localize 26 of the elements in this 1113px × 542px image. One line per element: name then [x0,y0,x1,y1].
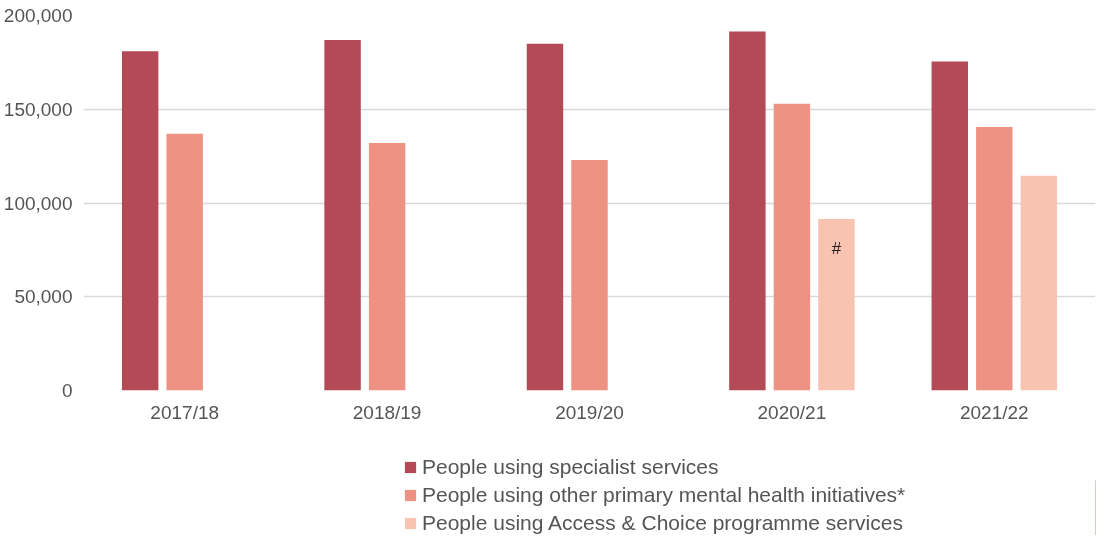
annotation: # [831,238,842,258]
y-tick-label: 0 [61,380,73,401]
bar [729,31,766,391]
x-tick-label: 2020/21 [757,401,827,423]
bar [571,159,608,391]
x-tick-label: 2019/20 [555,401,624,423]
y-tick-label: 100,000 [3,192,73,214]
bar [368,143,406,391]
legend-label: People using other primary mental health initiatives* [422,483,906,507]
bar [166,133,203,391]
bar [1020,175,1058,391]
y-tick-label: 50,000 [14,286,73,308]
x-tick-label: 2017/18 [150,401,220,423]
x-tick-label: 2021/22 [959,401,1029,423]
bar [121,51,159,391]
y-tick-label: 200,000 [3,5,73,26]
x-tick-label: 2018/19 [352,401,422,423]
legend-label: People using specialist services [422,455,719,479]
bar [526,43,564,391]
bar [976,127,1013,391]
y-tick-label: 150,000 [3,98,73,120]
legend-label: People using Access & Choice programme services [422,511,903,535]
bar [818,218,855,391]
bar [931,61,968,391]
bar [773,103,811,391]
bar [324,39,361,391]
